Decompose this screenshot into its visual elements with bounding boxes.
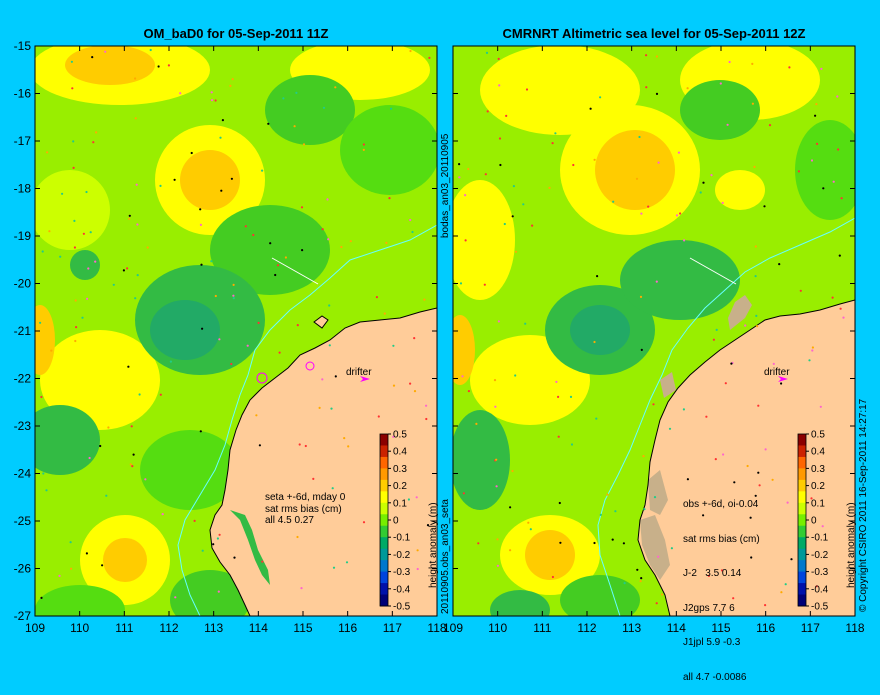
left-shelf [230,510,270,585]
colorbar-tick-label: -0.4 [811,584,829,595]
right-colorbar-label: height anomaly (m) [846,502,857,588]
colorbar-tick-label: -0.3 [811,567,829,578]
left-map-title: OM_baD0 for 05-Sep-2011 11Z [143,26,329,41]
x-tick-label: 109 [443,621,463,635]
colorbar-tick-label: 0.1 [393,498,407,509]
colorbar-tick-label: -0.3 [393,567,411,578]
side-label-top: bodas_an03_20110905 [440,133,451,238]
y-tick-label: -24 [14,467,32,481]
side-label-bottom: 20110905.obs_an03_seta [440,499,451,614]
x-tick-label: 115 [293,621,312,635]
colorbar-tick-label: -0.2 [393,550,411,561]
colorbar-tick-label: -0.1 [393,533,411,544]
left-axis-ticks: 109 110 111 112 113 114 115 116 117 118 -15 -16 -17 -… [14,39,447,635]
colorbar-tick-label: -0.4 [393,584,411,595]
right-map-title: CMRNRT Altimetric sea level for 05-Sep-2… [502,26,806,41]
x-tick-label: 110 [70,621,89,635]
y-tick-label: -27 [14,609,32,623]
x-tick-label: 111 [115,621,134,635]
x-tick-label: 114 [667,621,686,635]
colorbar-tick-label: 0.5 [393,430,407,441]
y-tick-label: -23 [14,419,32,433]
x-tick-label: 115 [711,621,730,635]
left-colorbar: 0.5 0.4 0.3 0.2 0.1 0 -0.1 -0.2 -0.3 -0.4 -0.5 [379,430,411,613]
x-tick-label: 118 [845,621,864,635]
x-tick-label: 114 [249,621,268,635]
right-colorbar: 0.5 0.4 0.3 0.2 0.1 0 -0.1 -0.2 -0.3 -0.4 -0.5 [797,430,829,613]
x-tick-label: 113 [622,621,641,635]
y-tick-label: -21 [14,324,32,338]
copyright-label: © Copyright CSIRO 2011 16-Sep-2011 14:27… [858,398,869,612]
colorbar-tick-label: -0.2 [811,550,829,561]
y-tick-label: -20 [14,277,32,291]
x-tick-label: 113 [204,621,223,635]
y-tick-label: -18 [14,182,32,196]
colorbar-tick-label: 0.4 [393,447,407,458]
y-tick-label: -26 [14,562,32,576]
x-tick-label: 117 [801,621,820,635]
colorbar-tick-label: 0 [811,516,817,527]
right-annotation: obs +-6d, oi-0.04 sat rms bias (cm) J-2 … [683,499,760,683]
x-tick-label: 110 [488,621,507,635]
right-shelf [640,295,752,580]
left-map-panel: 109 110 111 112 113 114 115 116 117 118 -15 -16 -17 -… [14,39,865,635]
colorbar-tick-label: 0.1 [811,498,825,509]
colorbar-tick-label: 0.2 [393,481,407,492]
colorbar-tick-label: -0.1 [811,533,829,544]
left-colorbar-label: height anomaly (m) [428,502,439,588]
colorbar-tick-label: 0 [393,516,399,527]
left-drifter-label: drifter [346,367,372,378]
x-tick-label: 112 [577,621,596,635]
left-drifter-arrow [360,376,370,382]
y-tick-label: -19 [14,229,32,243]
y-tick-label: -15 [14,39,32,53]
x-tick-label: 116 [756,621,775,635]
y-tick-label: -16 [14,87,32,101]
x-tick-label: 109 [25,621,45,635]
right-drifter-label: drifter [764,367,790,378]
colorbar-tick-label: 0.3 [811,464,825,475]
right-drifter-arrow [778,376,788,382]
colorbar-tick-label: 0.5 [811,430,825,441]
x-tick-label: 118 [427,621,446,635]
x-tick-label: 117 [383,621,402,635]
x-tick-label: 111 [533,621,552,635]
x-tick-label: 116 [338,621,357,635]
colorbar-tick-label: -0.5 [811,602,829,613]
y-tick-label: -25 [14,514,32,528]
right-axis-ticks: 109 110 111 112 113 114 115 116 117 118 [443,45,865,635]
y-tick-label: -22 [14,372,32,386]
colorbar-tick-label: 0.3 [393,464,407,475]
colorbar-tick-label: 0.4 [811,447,825,458]
colorbar-tick-label: 0.2 [811,481,825,492]
left-island [313,315,329,329]
x-tick-label: 112 [159,621,178,635]
observation-markers [39,48,845,607]
y-tick-label: -17 [14,134,32,148]
colorbar-tick-label: -0.5 [393,602,411,613]
left-annotation: seta +-6d, mday 0 sat rms bias (cm) all … [265,492,346,526]
